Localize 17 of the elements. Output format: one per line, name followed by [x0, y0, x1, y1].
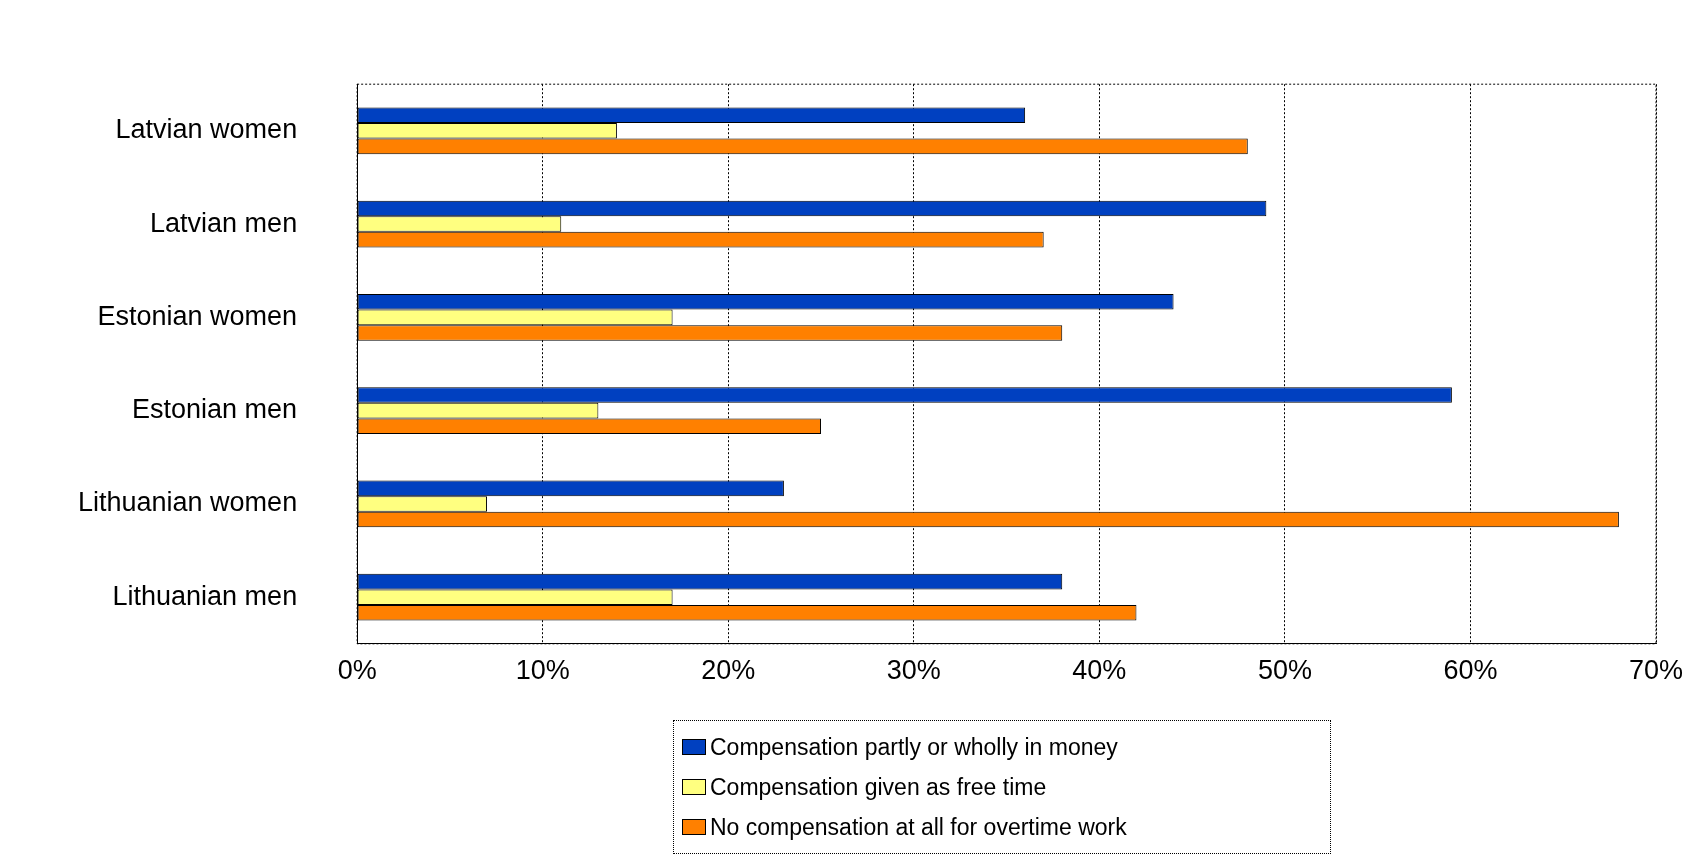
- x-tick-label: 60%: [1443, 655, 1498, 686]
- x-tick-label: 40%: [1072, 655, 1127, 686]
- y-tick-label: Lithuanian men: [112, 580, 298, 611]
- x-tick-label: 50%: [1257, 655, 1312, 686]
- x-tick-label: 0%: [337, 655, 377, 686]
- legend-label: Compensation given as free time: [710, 773, 1047, 801]
- y-tick-label: Latvian women: [115, 114, 298, 145]
- y-tick-label: Lithuanian women: [77, 487, 298, 518]
- x-tick-label: 70%: [1628, 655, 1684, 686]
- x-tick-label: 20%: [701, 655, 756, 686]
- y-tick-label: Estonian women: [97, 300, 298, 331]
- legend-label: No compensation at all for overtime work: [710, 813, 1127, 841]
- y-tick-label: Estonian men: [132, 394, 298, 425]
- x-tick-label: 10%: [515, 655, 570, 686]
- legend-label: Compensation partly or wholly in money: [710, 733, 1118, 761]
- x-tick-label: 30%: [886, 655, 941, 686]
- y-tick-label: Latvian men: [150, 207, 298, 238]
